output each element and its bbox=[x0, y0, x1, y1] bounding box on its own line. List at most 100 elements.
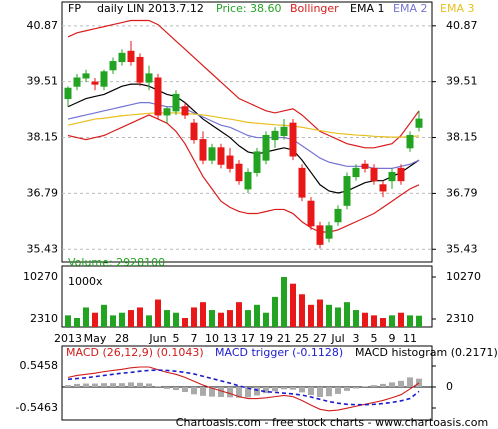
histogram-bar bbox=[218, 387, 224, 397]
volume-bar bbox=[137, 307, 143, 327]
macd-panel bbox=[61, 345, 433, 421]
histogram-bar bbox=[272, 387, 278, 392]
histogram-bar bbox=[236, 387, 242, 398]
volume-bar bbox=[209, 310, 215, 327]
histogram-bar bbox=[74, 383, 80, 387]
candle-body bbox=[73, 77, 81, 87]
y-tick-label: 10270 bbox=[23, 270, 58, 283]
histogram-bar bbox=[101, 383, 107, 387]
histogram-bar bbox=[407, 377, 413, 387]
volume-bar bbox=[83, 307, 89, 327]
candle-body bbox=[91, 81, 99, 85]
volume-bar bbox=[380, 317, 386, 327]
y-tick-label: 2310 bbox=[30, 312, 58, 325]
candle-body bbox=[370, 167, 378, 182]
volume-bar bbox=[146, 315, 152, 327]
histogram-bar bbox=[128, 382, 134, 387]
x-tick-label: 27 bbox=[313, 332, 327, 345]
x-tick-label: 25 bbox=[295, 332, 309, 345]
candle-body bbox=[199, 139, 207, 161]
histogram-bar bbox=[137, 382, 143, 387]
volume-bar bbox=[263, 312, 269, 327]
histogram-bar bbox=[119, 383, 125, 387]
volume-unit: 1000x bbox=[68, 275, 103, 288]
histogram-bar bbox=[308, 387, 314, 396]
volume-bar bbox=[101, 304, 107, 327]
volume-bar bbox=[317, 299, 323, 327]
histogram-bar bbox=[200, 387, 206, 396]
histogram-bar bbox=[254, 387, 260, 396]
candle-body bbox=[388, 171, 396, 182]
y-tick-label: 36.79 bbox=[446, 186, 478, 199]
volume-bar bbox=[344, 302, 350, 327]
volume-bar bbox=[218, 312, 224, 327]
x-tick-label: 28 bbox=[115, 332, 129, 345]
y-tick-label: 35.43 bbox=[446, 242, 478, 255]
volume-bar bbox=[299, 294, 305, 327]
y-tick-label: 35.43 bbox=[27, 242, 59, 255]
x-tick-label: 5 bbox=[371, 332, 378, 345]
histogram-bar bbox=[65, 385, 71, 387]
indicator-line bbox=[67, 114, 420, 233]
x-tick-label: 17 bbox=[241, 332, 255, 345]
candle-body bbox=[271, 130, 279, 141]
volume-bar bbox=[173, 312, 179, 327]
price-panel bbox=[61, 1, 433, 263]
histogram-bar bbox=[83, 383, 89, 387]
histogram-bar bbox=[389, 382, 395, 387]
volume-bar bbox=[371, 315, 377, 327]
x-tick-label: 2013 bbox=[54, 332, 82, 345]
volume-bar bbox=[191, 307, 197, 327]
y-tick-label: 36.79 bbox=[27, 186, 59, 199]
y-tick-label: 40.87 bbox=[27, 19, 59, 32]
y-tick-label: 10270 bbox=[446, 270, 481, 283]
price-label: Price: 38.60 bbox=[216, 2, 282, 15]
candle-body bbox=[154, 77, 162, 116]
y-tick-label: 39.51 bbox=[446, 75, 478, 88]
candle-body bbox=[253, 151, 261, 173]
volume-bar bbox=[398, 312, 404, 327]
volume-bar bbox=[110, 315, 116, 327]
legend-entry: MACD histogram (0.2171) bbox=[355, 346, 498, 359]
candle-body bbox=[316, 225, 324, 245]
x-tick-label: Jun bbox=[148, 332, 166, 345]
volume-bar bbox=[353, 310, 359, 327]
indicator-line bbox=[67, 19, 420, 149]
candle-body bbox=[379, 184, 387, 192]
candle-body bbox=[244, 171, 252, 190]
candle-body bbox=[82, 73, 90, 79]
chart-title: FP bbox=[68, 2, 81, 15]
indicator-line bbox=[67, 83, 420, 194]
candle-body bbox=[163, 108, 171, 116]
x-tick-label: 7 bbox=[191, 332, 198, 345]
x-tick-label: 19 bbox=[259, 332, 273, 345]
volume-bar bbox=[254, 304, 260, 327]
candle-body bbox=[415, 118, 423, 128]
candle-body bbox=[343, 176, 351, 206]
candle-body bbox=[226, 155, 234, 169]
y-tick-label: 39.51 bbox=[27, 75, 59, 88]
volume-bar bbox=[65, 315, 71, 327]
volume-bar bbox=[281, 277, 287, 327]
histogram-bar bbox=[335, 387, 341, 394]
candle-body bbox=[406, 134, 414, 149]
histogram-bar bbox=[191, 387, 197, 395]
candle-body bbox=[235, 163, 243, 182]
volume-bar bbox=[164, 310, 170, 327]
volume-title: Volume: 2928100 bbox=[68, 256, 165, 269]
y-tick-label: 38.15 bbox=[27, 131, 59, 144]
indicator-line bbox=[67, 102, 420, 169]
histogram-bar bbox=[146, 383, 152, 387]
x-tick-label: 3 bbox=[353, 332, 360, 345]
volume-bar bbox=[335, 307, 341, 327]
volume-bar bbox=[308, 304, 314, 327]
macd-line bbox=[67, 369, 420, 406]
histogram-bar bbox=[245, 387, 251, 398]
y-tick-label: 0.5458 bbox=[20, 359, 59, 372]
candle-body bbox=[127, 50, 135, 63]
volume-bar bbox=[245, 310, 251, 327]
candle-body bbox=[190, 122, 198, 141]
x-tick-label: 9 bbox=[389, 332, 396, 345]
x-tick-label: 21 bbox=[277, 332, 291, 345]
